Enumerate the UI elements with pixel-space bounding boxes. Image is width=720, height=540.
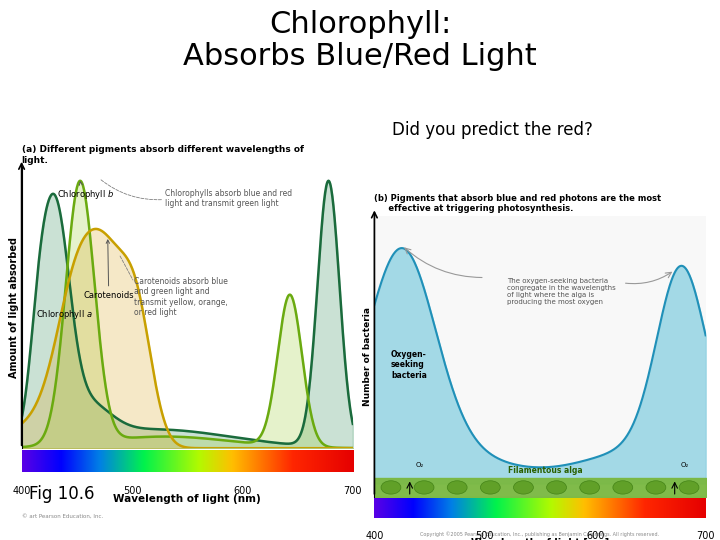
Ellipse shape bbox=[447, 481, 467, 494]
Ellipse shape bbox=[580, 481, 600, 494]
Text: Chlorophyll:: Chlorophyll: bbox=[269, 10, 451, 39]
Text: Chlorophyll $b$: Chlorophyll $b$ bbox=[57, 182, 114, 201]
Y-axis label: Amount of light absorbed: Amount of light absorbed bbox=[9, 237, 19, 379]
Ellipse shape bbox=[414, 481, 434, 494]
Text: Filamentous alga: Filamentous alga bbox=[508, 465, 582, 475]
Text: Chlorophyll $a$: Chlorophyll $a$ bbox=[36, 308, 93, 321]
Ellipse shape bbox=[613, 481, 633, 494]
Text: Carotenoids: Carotenoids bbox=[84, 240, 134, 300]
Text: Absorbs Blue/Red Light: Absorbs Blue/Red Light bbox=[183, 42, 537, 71]
Text: 600: 600 bbox=[233, 486, 251, 496]
Ellipse shape bbox=[646, 481, 666, 494]
Text: Chlorophylls absorb blue and red
light and transmit green light: Chlorophylls absorb blue and red light a… bbox=[165, 189, 292, 208]
Text: Oxygen-
seeking
bacteria: Oxygen- seeking bacteria bbox=[391, 350, 427, 380]
Text: (b) Pigments that absorb blue and red photons are the most
     effective at tri: (b) Pigments that absorb blue and red ph… bbox=[374, 194, 662, 213]
Text: Copyright ©2005 Pearson Education, Inc., publishing as Benjamin Cummings. All ri: Copyright ©2005 Pearson Education, Inc.,… bbox=[420, 532, 660, 537]
Text: © art Pearson Education, Inc.: © art Pearson Education, Inc. bbox=[22, 514, 103, 518]
Ellipse shape bbox=[679, 481, 699, 494]
Text: Wavelength of light [nm]: Wavelength of light [nm] bbox=[471, 537, 609, 540]
Text: Carotenoids absorb blue
and green light and
transmit yellow, orange,
or red ligh: Carotenoids absorb blue and green light … bbox=[134, 277, 228, 317]
Text: Fig 10.6: Fig 10.6 bbox=[29, 485, 94, 503]
Text: O₂: O₂ bbox=[680, 462, 688, 468]
Text: Did you predict the red?: Did you predict the red? bbox=[392, 120, 593, 139]
Text: 400: 400 bbox=[365, 531, 384, 540]
Ellipse shape bbox=[381, 481, 401, 494]
Ellipse shape bbox=[546, 481, 567, 494]
Text: O₂: O₂ bbox=[415, 462, 423, 468]
Text: 400: 400 bbox=[12, 486, 31, 496]
Text: 700: 700 bbox=[343, 486, 362, 496]
Text: 700: 700 bbox=[696, 531, 715, 540]
Ellipse shape bbox=[513, 481, 534, 494]
Text: 600: 600 bbox=[586, 531, 604, 540]
Y-axis label: Number of bacteria: Number of bacteria bbox=[363, 307, 372, 406]
Text: 500: 500 bbox=[122, 486, 141, 496]
Text: (a) Different pigments absorb different wavelengths of
light.: (a) Different pigments absorb different … bbox=[22, 145, 304, 165]
Ellipse shape bbox=[480, 481, 500, 494]
Text: Wavelength of light (nm): Wavelength of light (nm) bbox=[113, 495, 261, 504]
Text: 500: 500 bbox=[475, 531, 494, 540]
Text: The oxygen-seeking bacteria
congregate in the wavelengths
of light where the alg: The oxygen-seeking bacteria congregate i… bbox=[507, 278, 616, 305]
